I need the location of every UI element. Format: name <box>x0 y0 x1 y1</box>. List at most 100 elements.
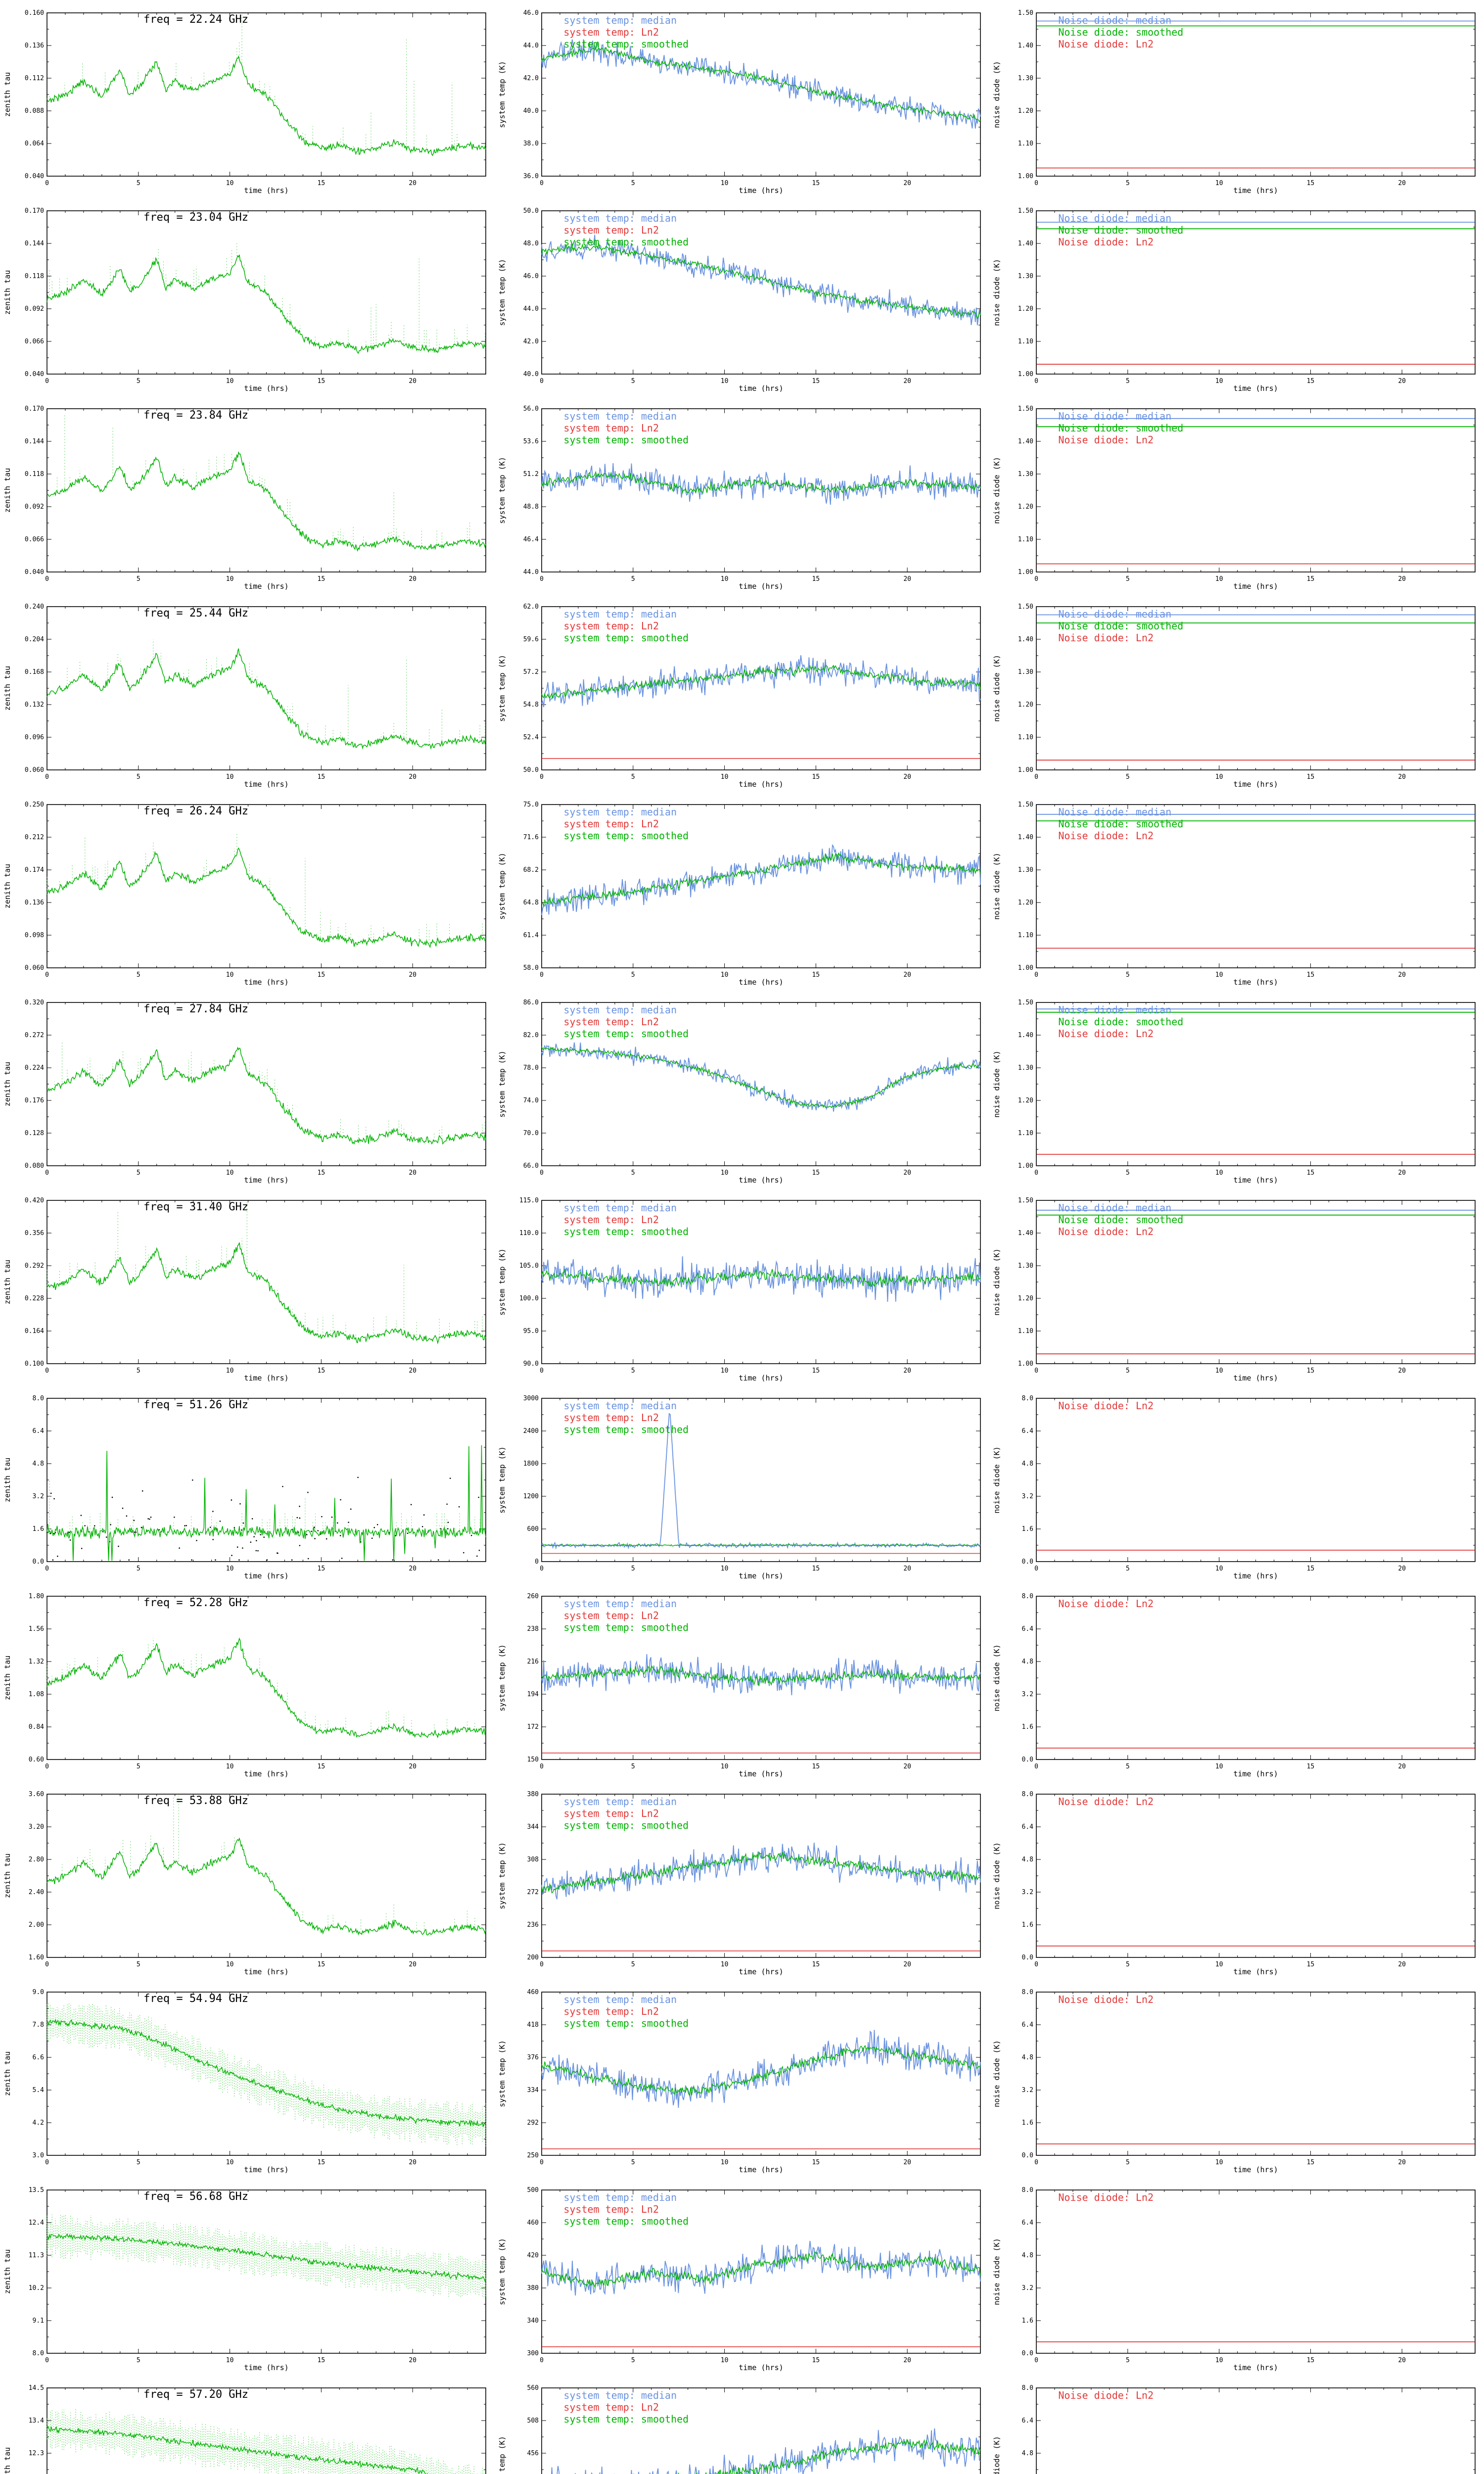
x-tick-label: 20 <box>409 1961 417 1968</box>
tsys-chart: 0 5 10 15 20 300 340 380 420 460 500 time (hrs) syst… <box>495 2177 989 2375</box>
legend-entry: Noise diode: median <box>1058 806 1171 818</box>
y-tick-label: 1.50 <box>1018 405 1033 413</box>
y-tick-label: 1.40 <box>1018 1230 1033 1237</box>
x-tick-label: 10 <box>226 1367 234 1375</box>
x-axis-label: time (hrs) <box>739 1571 783 1580</box>
y-tick-label: 42.0 <box>523 338 539 345</box>
legend-entry: system temp: smoothed <box>563 632 689 644</box>
y-tick-label: 110.0 <box>519 1230 539 1237</box>
x-tick-label: 20 <box>1398 971 1406 979</box>
y-tick-label: 3.2 <box>33 1493 44 1500</box>
y-tick-label: 272 <box>527 1889 539 1896</box>
y-tick-label: 46.0 <box>523 9 539 17</box>
y-axis-label: system temp (K) <box>498 1842 507 1909</box>
y-tick-label: 4.8 <box>1022 1460 1033 1468</box>
legend-entry: Noise diode: median <box>1058 1004 1171 1016</box>
y-tick-label: 4.8 <box>33 1460 44 1468</box>
y-tick-label: 1.00 <box>1018 1162 1033 1170</box>
x-tick-label: 10 <box>226 773 234 781</box>
y-tick-label: 4.2 <box>33 2119 44 2127</box>
y-tick-label: 560 <box>527 2384 539 2392</box>
x-tick-label: 0 <box>540 1763 544 1770</box>
x-tick-label: 5 <box>631 971 635 979</box>
legend-entry: system temp: smoothed <box>563 236 689 248</box>
y-tick-label: 6.4 <box>1022 2417 1034 2425</box>
y-tick-label: 380 <box>527 1791 539 1798</box>
x-tick-label: 0 <box>1034 575 1038 583</box>
x-tick-label: 5 <box>1126 378 1130 385</box>
y-tick-label: 0.240 <box>25 603 44 611</box>
x-tick-label: 0 <box>45 2357 49 2364</box>
y-tick-label: 344 <box>527 1823 539 1831</box>
x-axis-label: time (hrs) <box>244 1967 288 1976</box>
y-tick-label: 1.20 <box>1018 107 1033 115</box>
y-tick-label: 53.6 <box>523 438 539 445</box>
x-tick-label: 15 <box>1307 575 1315 583</box>
x-tick-label: 20 <box>1398 575 1406 583</box>
y-tick-label: 1.30 <box>1018 471 1033 478</box>
y-tick-label: 150 <box>527 1756 539 1763</box>
tsys-chart: 0 5 10 15 20 58.0 61.4 64.8 68.2 71.6 75.0 time (hr… <box>495 792 989 990</box>
y-axis-label: zenith tau <box>3 1854 12 1898</box>
y-tick-label: 1.60 <box>29 1954 44 1961</box>
x-tick-label: 15 <box>1307 1565 1315 1572</box>
tsys-chart: 05101520300352404456508560time (hrs)syst… <box>495 2375 989 2474</box>
y-tick-label: 0.272 <box>25 1032 44 1039</box>
y-tick-label: 0.176 <box>25 1097 44 1104</box>
y-tick-label: 0.160 <box>25 9 44 17</box>
y-tick-label: 44.0 <box>523 42 539 49</box>
y-tick-label: 0.228 <box>25 1295 44 1302</box>
y-tick-label: 2400 <box>523 1427 539 1435</box>
x-tick-label: 15 <box>318 1961 325 1968</box>
x-tick-label: 5 <box>1126 1961 1130 1968</box>
y-tick-label: 1.40 <box>1018 834 1033 841</box>
tsys-chart: 0 5 10 15 20 150 172 194 216 238 260 time (hrs) syst… <box>495 1583 989 1781</box>
y-tick-label: 1.50 <box>1018 9 1033 17</box>
x-tick-label: 10 <box>1215 1961 1223 1968</box>
opacity-chart: 0 5 10 15 20 0.040 0.066 0.092 0.118 0.144 0.170 ti… <box>0 396 495 594</box>
legend-entry: Noise diode: Ln2 <box>1058 632 1154 644</box>
x-tick-label: 5 <box>631 575 635 583</box>
legend-entry: Noise diode: smoothed <box>1058 818 1183 830</box>
opacity-chart: 0 5 10 15 20 0.060 0.098 0.136 0.174 0.212 0.250 ti… <box>0 792 495 990</box>
y-tick-label: 59.6 <box>523 636 539 643</box>
legend-entry: Noise diode: Ln2 <box>1058 1994 1154 2005</box>
legend-entry: system temp: median <box>563 608 677 620</box>
x-tick-label: 10 <box>1215 773 1223 781</box>
legend-entry: system temp: median <box>563 2191 677 2203</box>
y-tick-label: 0.174 <box>25 866 44 874</box>
y-tick-label: 3000 <box>523 1395 539 1402</box>
x-tick-label: 10 <box>1215 1763 1223 1770</box>
legend-entry: system temp: smoothed <box>563 1621 689 1633</box>
y-tick-label: 1.30 <box>1018 75 1033 82</box>
y-tick-label: 0.224 <box>25 1064 44 1072</box>
y-tick-label: 3.2 <box>1022 2284 1033 2292</box>
legend-entry: Noise diode: Ln2 <box>1058 1226 1154 1237</box>
y-tick-label: 8.0 <box>1022 1791 1033 1798</box>
y-tick-label: 115.0 <box>519 1197 539 1204</box>
x-tick-label: 5 <box>1126 1763 1130 1770</box>
tsys-smoothed-series <box>541 1851 981 1894</box>
freq-label: freq = 56.68 GHz <box>143 2190 248 2203</box>
legend-entry: Noise diode: median <box>1058 1202 1171 1214</box>
y-tick-label: 3.0 <box>33 2152 44 2159</box>
y-tick-label: 1.10 <box>1018 1130 1033 1137</box>
tsys-median-series <box>541 39 981 129</box>
y-tick-label: 0.0 <box>1022 1558 1033 1566</box>
x-tick-label: 5 <box>137 1961 140 1968</box>
y-tick-label: 40.0 <box>523 371 539 378</box>
y-tick-label: 1.40 <box>1018 240 1033 247</box>
y-tick-label: 1.10 <box>1018 338 1033 345</box>
y-tick-label: 0.118 <box>25 273 44 280</box>
y-axis-label: noise diode (K) <box>992 1248 1001 1315</box>
legend-entry: Noise diode: smoothed <box>1058 26 1183 38</box>
y-tick-label: 6.4 <box>1022 1625 1034 1633</box>
x-tick-label: 15 <box>318 773 325 781</box>
y-tick-label: 1.6 <box>1022 1723 1033 1731</box>
x-tick-label: 15 <box>1307 180 1315 187</box>
y-tick-label: 12.4 <box>29 2219 44 2227</box>
y-tick-label: 0.060 <box>25 766 44 774</box>
x-tick-label: 0 <box>1034 1367 1038 1375</box>
x-tick-label: 15 <box>318 2159 325 2166</box>
